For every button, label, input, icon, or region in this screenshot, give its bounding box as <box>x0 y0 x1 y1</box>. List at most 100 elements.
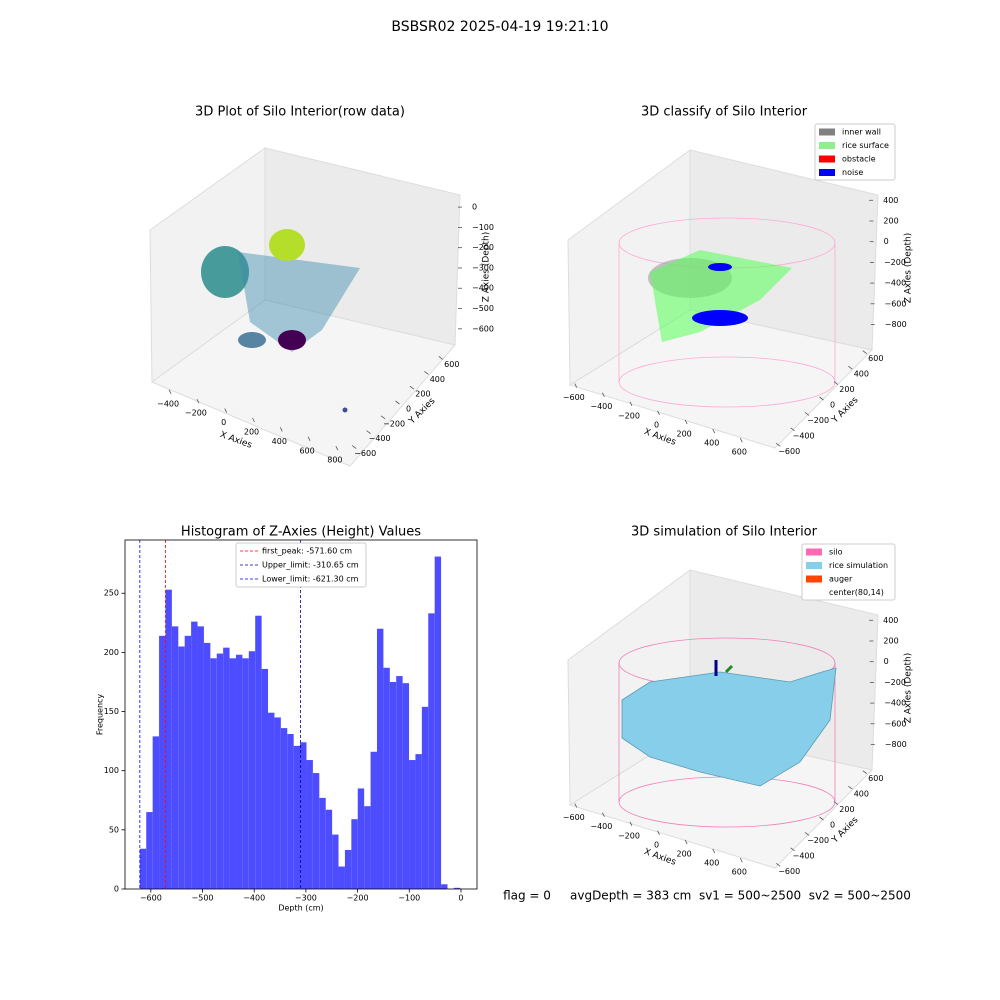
y-tick-label: 100 <box>104 766 119 775</box>
bar <box>415 754 422 889</box>
z-tick-label: 200 <box>883 636 898 645</box>
x-tick-mark <box>252 417 255 423</box>
y-tick-mark <box>790 847 795 852</box>
bar <box>268 712 275 889</box>
bar <box>428 613 435 889</box>
y-tick-mark <box>775 442 781 447</box>
cloud-region <box>269 229 305 261</box>
auger-arrow <box>724 664 734 674</box>
x-tick-mark <box>574 803 578 808</box>
bar <box>287 734 294 889</box>
bar <box>223 647 230 889</box>
pane <box>150 299 456 467</box>
bar <box>171 626 179 889</box>
x-tick-mark <box>168 389 172 394</box>
bar <box>178 646 185 889</box>
x-tick-mark <box>629 401 633 406</box>
z-tick-label: 400 <box>883 196 898 205</box>
z-tick-label: −500 <box>472 304 494 313</box>
z-tick-label: −600 <box>472 324 494 333</box>
legend-swatch <box>819 169 835 176</box>
x-tick-label: 800 <box>327 456 342 465</box>
status-footer: flag = 0 avgDepth = 383 cm sv1 = 500~250… <box>503 889 911 903</box>
bar <box>370 751 377 889</box>
cloud-region <box>650 250 792 342</box>
bar <box>402 683 410 889</box>
y-tick-mark <box>395 400 400 405</box>
y-tick-label: 600 <box>444 360 459 369</box>
x-tick-mark <box>629 821 633 826</box>
z-tick-label: −600 <box>885 719 907 728</box>
legend-swatch <box>806 548 822 556</box>
bar <box>197 626 204 889</box>
legend-box <box>814 123 896 181</box>
y-tick-label: 200 <box>415 390 430 399</box>
x-axis-label: X Axies <box>642 427 677 448</box>
legend-label: obstacle <box>842 155 876 164</box>
z-axis-label: Z Axies (Depth) <box>482 232 492 303</box>
simulation <box>618 637 837 828</box>
point-cloud <box>201 229 360 413</box>
bar <box>364 806 371 889</box>
z-tick-label: 200 <box>883 216 898 225</box>
bar <box>357 788 365 889</box>
x-tick-label: 200 <box>244 428 259 437</box>
z-tick-label: −200 <box>884 258 906 267</box>
x-tick-label: 0 <box>458 894 463 903</box>
legend-swatch <box>806 562 822 569</box>
bar <box>274 717 281 889</box>
cloud-region <box>278 330 306 350</box>
legend-label: rice simulation <box>829 561 888 570</box>
y-tick-label: −600 <box>778 447 800 456</box>
y-tick-label: −400 <box>793 851 815 860</box>
bar <box>389 681 397 889</box>
x-tick-mark <box>574 383 578 388</box>
legend-label: silo <box>829 548 843 557</box>
x-tick-label: 200 <box>676 849 691 858</box>
legend-label: Lower_limit: -621.30 cm <box>262 575 359 584</box>
y-tick-mark <box>862 770 868 775</box>
y-tick-mark <box>804 832 810 836</box>
cloud-region <box>238 332 266 348</box>
x-tick-mark <box>712 848 716 854</box>
y-tick-label: 0 <box>114 885 119 894</box>
y-tick-mark <box>790 427 795 432</box>
z-tick-label: −100 <box>472 223 494 232</box>
bar <box>332 834 339 889</box>
bar <box>306 760 313 889</box>
cloud-region <box>692 310 748 326</box>
x-tick-label: −200 <box>185 409 207 418</box>
bar <box>351 819 358 889</box>
x-tick-label: 400 <box>704 859 719 868</box>
legend-swatch <box>819 142 835 149</box>
y-tick-mark <box>775 862 781 867</box>
y-tick-label: 400 <box>430 375 445 384</box>
bar <box>165 589 172 889</box>
y-tick-mark <box>438 356 444 360</box>
y-tick-mark <box>848 365 853 370</box>
x-tick-label: −400 <box>590 822 612 831</box>
bar <box>396 676 403 889</box>
y-tick-mark <box>409 385 415 390</box>
cloud-region <box>201 246 249 298</box>
plot-frame <box>124 539 478 890</box>
legend-label: Upper_limit: -310.65 cm <box>262 561 359 570</box>
x-tick-label: 0 <box>654 420 659 429</box>
legend-label: inner wall <box>842 128 881 137</box>
x-tick-mark <box>739 437 743 443</box>
bar <box>421 706 429 889</box>
bar <box>376 628 384 889</box>
x-tick-label: −600 <box>563 393 585 402</box>
x-tick-mark <box>602 392 605 397</box>
bar <box>248 651 256 889</box>
x-tick-label: 400 <box>704 439 719 448</box>
legend-swatch <box>806 575 822 583</box>
x-tick-label: 400 <box>272 437 287 446</box>
y-tick-mark <box>424 370 429 375</box>
cloud-point <box>342 407 348 413</box>
y-axis-label: Y Axies <box>407 396 438 427</box>
bar <box>300 742 307 889</box>
cloud-region <box>708 263 732 271</box>
z-tick-label: 0 <box>884 237 889 246</box>
